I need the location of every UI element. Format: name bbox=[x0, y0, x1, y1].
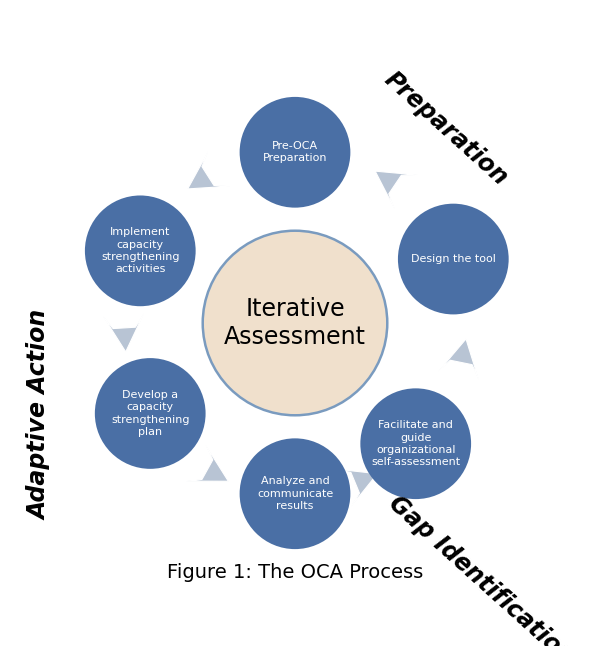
Polygon shape bbox=[439, 339, 478, 379]
Circle shape bbox=[85, 196, 196, 306]
Polygon shape bbox=[188, 152, 230, 189]
Circle shape bbox=[240, 439, 350, 549]
Circle shape bbox=[398, 203, 509, 315]
Text: Adaptive Action: Adaptive Action bbox=[27, 310, 51, 521]
Text: Develop a
capacity
strengthening
plan: Develop a capacity strengthening plan bbox=[111, 390, 189, 437]
Text: Figure 1: The OCA Process: Figure 1: The OCA Process bbox=[167, 563, 423, 581]
Text: Analyze and
communicate
results: Analyze and communicate results bbox=[257, 476, 333, 511]
Polygon shape bbox=[375, 171, 417, 209]
Text: Preparation: Preparation bbox=[379, 67, 512, 190]
Circle shape bbox=[360, 388, 471, 499]
Circle shape bbox=[240, 97, 350, 207]
Polygon shape bbox=[336, 469, 378, 506]
Text: Facilitate and
guide
organizational
self-assessment: Facilitate and guide organizational self… bbox=[371, 420, 460, 467]
Circle shape bbox=[203, 231, 387, 415]
Circle shape bbox=[95, 358, 205, 469]
Polygon shape bbox=[103, 314, 144, 352]
Text: Gap Identification: Gap Identification bbox=[384, 492, 578, 646]
Text: Iterative
Assessment: Iterative Assessment bbox=[224, 297, 366, 349]
Text: Design the tool: Design the tool bbox=[411, 254, 496, 264]
Polygon shape bbox=[186, 446, 228, 481]
Text: Implement
capacity
strengthening
activities: Implement capacity strengthening activit… bbox=[101, 227, 179, 275]
Text: Pre-OCA
Preparation: Pre-OCA Preparation bbox=[263, 141, 327, 163]
